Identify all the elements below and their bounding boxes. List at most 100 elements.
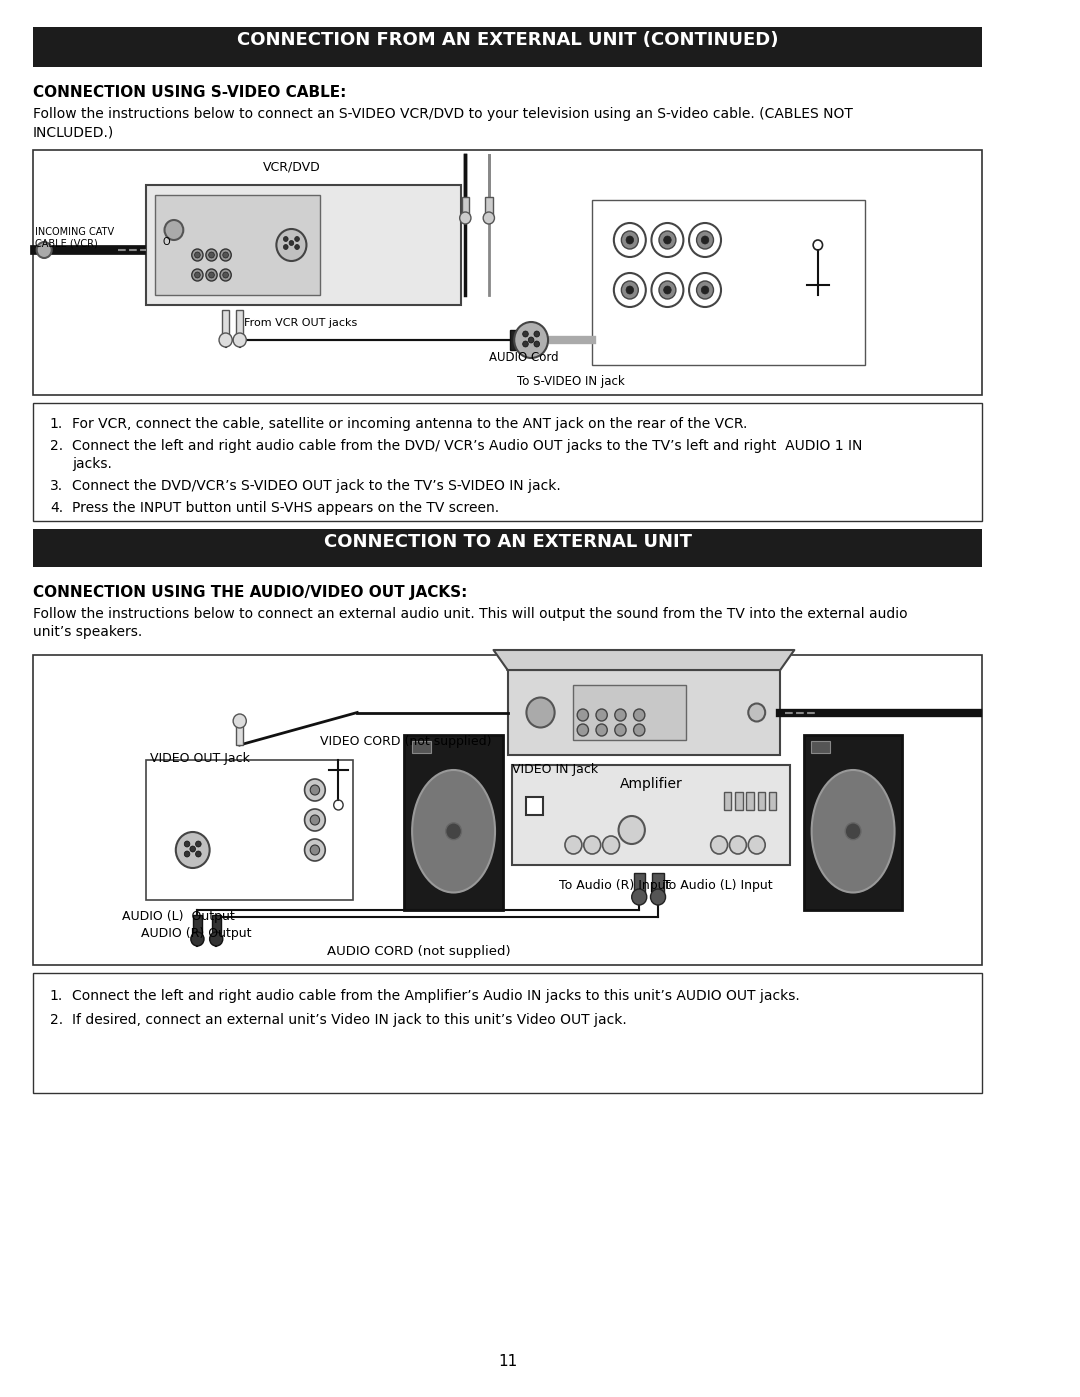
Polygon shape	[494, 650, 794, 671]
Circle shape	[701, 286, 708, 293]
Text: Connect the left and right audio cable from the DVD/ VCR’s Audio OUT jacks to th: Connect the left and right audio cable f…	[72, 439, 863, 453]
Circle shape	[37, 242, 52, 258]
Circle shape	[233, 332, 246, 346]
Bar	[735, 792, 743, 810]
Text: AUDIO CORD (not supplied): AUDIO CORD (not supplied)	[326, 944, 510, 958]
Circle shape	[697, 231, 714, 249]
Circle shape	[748, 835, 766, 854]
Bar	[156, 196, 320, 295]
Bar	[769, 792, 777, 810]
Text: To Audio (L) Input: To Audio (L) Input	[663, 879, 772, 891]
Text: CONNECTION FROM AN EXTERNAL UNIT (CONTINUED): CONNECTION FROM AN EXTERNAL UNIT (CONTIN…	[237, 31, 779, 49]
Circle shape	[523, 331, 528, 337]
Text: Amplifier: Amplifier	[620, 777, 683, 791]
Text: AUDIO (R) Output: AUDIO (R) Output	[141, 928, 252, 940]
Text: Follow the instructions below to connect an external audio unit. This will outpu: Follow the instructions below to connect…	[32, 608, 907, 622]
Circle shape	[310, 785, 320, 795]
Bar	[461, 197, 469, 215]
Circle shape	[711, 835, 728, 854]
Bar	[508, 671, 780, 754]
Text: VIDEO CORD (not supplied): VIDEO CORD (not supplied)	[320, 735, 491, 747]
Circle shape	[164, 219, 184, 240]
Text: INCOMING CATV: INCOMING CATV	[35, 226, 113, 237]
Circle shape	[176, 833, 210, 868]
Circle shape	[283, 244, 288, 250]
Circle shape	[615, 724, 626, 736]
Circle shape	[276, 229, 307, 261]
Circle shape	[565, 835, 582, 854]
Circle shape	[664, 236, 671, 244]
Circle shape	[634, 710, 645, 721]
Circle shape	[626, 236, 634, 244]
Circle shape	[577, 710, 589, 721]
Bar	[652, 873, 664, 893]
Circle shape	[192, 270, 203, 281]
Circle shape	[514, 321, 548, 358]
Text: For VCR, connect the cable, satellite or incoming antenna to the ANT jack on the: For VCR, connect the cable, satellite or…	[72, 416, 747, 432]
Text: VIDEO IN Jack: VIDEO IN Jack	[512, 763, 598, 775]
Bar	[510, 330, 521, 351]
Bar	[235, 310, 243, 335]
Text: jacks.: jacks.	[72, 457, 112, 471]
Text: To S-VIDEO IN jack: To S-VIDEO IN jack	[517, 374, 624, 388]
Bar	[512, 766, 789, 865]
Circle shape	[528, 337, 534, 344]
Text: CONNECTION USING S-VIDEO CABLE:: CONNECTION USING S-VIDEO CABLE:	[32, 85, 347, 101]
Bar	[235, 725, 243, 745]
Circle shape	[305, 809, 325, 831]
Text: If desired, connect an external unit’s Video IN jack to this unit’s Video OUT ja: If desired, connect an external unit’s V…	[72, 1013, 627, 1027]
Circle shape	[295, 236, 299, 242]
Text: 11: 11	[498, 1354, 517, 1369]
Circle shape	[208, 272, 214, 278]
Circle shape	[206, 249, 217, 261]
Circle shape	[210, 932, 222, 946]
Circle shape	[289, 240, 294, 246]
Text: 4.: 4.	[50, 502, 63, 515]
Circle shape	[194, 272, 200, 278]
Text: From VCR OUT jacks: From VCR OUT jacks	[244, 319, 357, 328]
Circle shape	[619, 816, 645, 844]
Bar	[221, 310, 229, 335]
Bar	[592, 200, 865, 365]
Text: Press the INPUT button until S-VHS appears on the TV screen.: Press the INPUT button until S-VHS appea…	[72, 502, 500, 515]
Text: To Audio (R) Input: To Audio (R) Input	[559, 879, 671, 891]
Circle shape	[222, 272, 229, 278]
Bar	[146, 184, 461, 305]
Circle shape	[206, 270, 217, 281]
Circle shape	[222, 251, 229, 258]
Text: VIDEO OUT Jack: VIDEO OUT Jack	[150, 752, 251, 766]
Text: INCLUDED.): INCLUDED.)	[32, 124, 114, 138]
Bar	[32, 972, 983, 1092]
Circle shape	[650, 888, 665, 905]
Circle shape	[310, 814, 320, 826]
Circle shape	[632, 888, 647, 905]
Circle shape	[621, 231, 638, 249]
Circle shape	[446, 823, 461, 840]
Circle shape	[748, 704, 766, 721]
Circle shape	[283, 236, 288, 242]
Text: VCR/DVD: VCR/DVD	[262, 161, 321, 173]
Text: 2.: 2.	[50, 1013, 63, 1027]
Circle shape	[659, 231, 676, 249]
Ellipse shape	[812, 770, 894, 893]
Bar	[32, 529, 983, 567]
Bar	[811, 740, 831, 753]
Text: AUDIO (L)  Output: AUDIO (L) Output	[122, 909, 235, 923]
Circle shape	[603, 835, 620, 854]
Circle shape	[233, 714, 246, 728]
Bar	[404, 735, 503, 909]
Circle shape	[220, 270, 231, 281]
Text: 2.: 2.	[50, 439, 63, 453]
Circle shape	[615, 710, 626, 721]
Bar	[411, 740, 431, 753]
Circle shape	[219, 332, 232, 346]
Text: Connect the left and right audio cable from the Amplifier’s Audio IN jacks to th: Connect the left and right audio cable f…	[72, 989, 800, 1003]
Circle shape	[185, 841, 190, 847]
Circle shape	[192, 249, 203, 261]
Circle shape	[729, 835, 746, 854]
Circle shape	[596, 710, 607, 721]
Text: AUDIO Cord: AUDIO Cord	[489, 351, 558, 365]
Text: unit’s speakers.: unit’s speakers.	[32, 624, 143, 638]
Circle shape	[621, 281, 638, 299]
Bar	[32, 149, 983, 395]
